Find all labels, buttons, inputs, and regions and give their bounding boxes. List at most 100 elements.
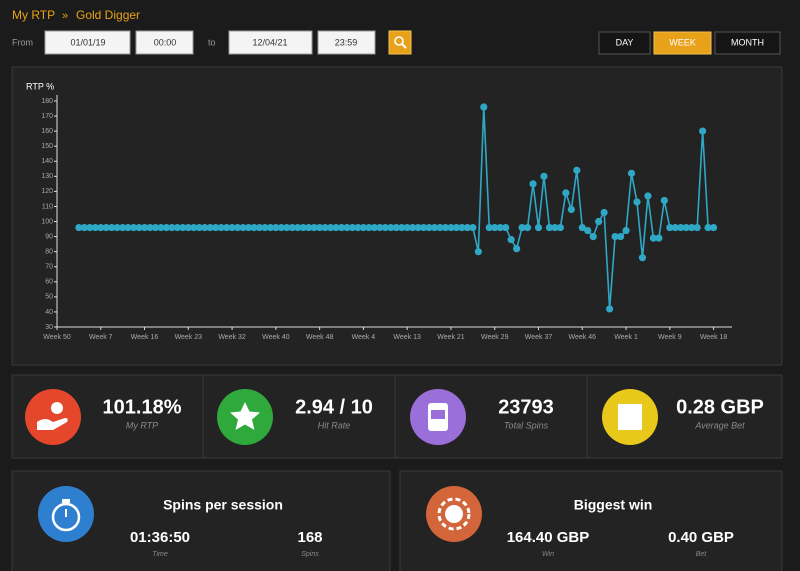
data-point (474, 248, 482, 256)
data-point (627, 169, 636, 177)
data-point (693, 223, 701, 232)
data-point (108, 223, 116, 232)
data-point (491, 223, 499, 232)
data-point (513, 245, 521, 253)
data-point (425, 223, 433, 232)
x-tick-label: Week 1 (614, 334, 638, 341)
stat-value: 2.94 / 10 (295, 396, 373, 418)
biggest-win-title: Biggest win (574, 497, 653, 513)
data-point (86, 223, 94, 232)
plot: 30 40 50 60 70 80 90 100 110 120 130 140 150 160 170 18… (41, 95, 732, 341)
data-point (119, 223, 127, 232)
data-point (622, 226, 630, 235)
month-button[interactable] (714, 31, 781, 55)
week-button[interactable] (653, 31, 712, 55)
y-tick-label: 90 (45, 233, 53, 240)
breadcrumb-current: Gold Digger (76, 8, 140, 22)
from-time-input[interactable] (135, 30, 194, 55)
data-point (606, 305, 614, 313)
y-tick-label: 100 (41, 218, 53, 225)
y-tick-label: 150 (41, 143, 53, 150)
stat-value: 101.18% (103, 396, 182, 418)
data-point (447, 223, 455, 232)
data-point (573, 166, 581, 174)
data-point (277, 223, 285, 232)
data-point (91, 223, 99, 232)
data-point (649, 234, 657, 242)
hand-icon (37, 418, 68, 430)
data-point (709, 223, 718, 232)
x-tick-label: Week 21 (437, 334, 465, 341)
data-point (130, 223, 138, 232)
data-point (223, 223, 231, 232)
data-point (299, 223, 307, 232)
data-point (419, 223, 428, 232)
x-tick-label: Week 50 (43, 334, 71, 341)
breadcrumb-root[interactable]: My RTP (12, 8, 55, 22)
data-point (201, 223, 209, 232)
data-point (534, 223, 543, 232)
data-point (283, 223, 291, 232)
data-point (562, 189, 570, 197)
data-point (80, 223, 88, 232)
to-date-input[interactable] (228, 30, 313, 55)
data-point (102, 223, 110, 232)
stat-label: Hit Rate (318, 420, 351, 430)
from-time: 00:00 (154, 37, 177, 47)
data-point (310, 223, 318, 232)
win-label: Win (542, 551, 554, 558)
data-point (529, 180, 537, 188)
data-point (217, 223, 225, 232)
from-label: From (12, 37, 33, 47)
chip-icon (437, 497, 471, 531)
data-point (146, 223, 154, 232)
slot-icon (431, 410, 445, 419)
x-tick-label: Week 7 (89, 334, 113, 341)
x-tick-label: Week 40 (262, 334, 290, 341)
data-point (682, 223, 690, 232)
y-tick-label: 160 (41, 128, 53, 135)
data-point (556, 223, 564, 232)
data-point (409, 223, 417, 232)
data-point (305, 223, 313, 232)
data-point (616, 233, 625, 241)
data-point (370, 223, 378, 232)
y-tick-label: 140 (41, 158, 53, 165)
data-point (704, 223, 712, 232)
data-point (365, 223, 373, 232)
rtp-icon (25, 389, 81, 445)
data-point (436, 223, 444, 232)
search-button[interactable] (388, 30, 412, 55)
data-point (326, 223, 335, 232)
to-time-input[interactable] (317, 30, 376, 55)
timer-icon (51, 502, 81, 532)
data-point (551, 223, 559, 232)
x-tick-label: Week 48 (306, 334, 334, 341)
data-point (140, 223, 149, 232)
session-value: 168 (297, 529, 322, 546)
data-point (151, 223, 160, 232)
from-date: 01/01/19 (70, 37, 105, 47)
data-point (480, 103, 488, 111)
data-point (655, 234, 663, 242)
data-point (294, 223, 302, 232)
x-tick-label: Week 29 (481, 334, 509, 341)
data-point (502, 223, 510, 232)
data-point (321, 223, 329, 232)
data-point (392, 223, 400, 232)
data-point (589, 233, 597, 241)
data-point (387, 223, 395, 232)
stat-value: 0.28 GBP (676, 396, 764, 418)
data-point (611, 233, 619, 241)
data-point (403, 223, 411, 232)
y-tick-label: 50 (45, 294, 53, 301)
day-button[interactable] (598, 31, 651, 55)
data-point (354, 223, 362, 232)
data-point (584, 226, 592, 235)
data-point (595, 217, 603, 226)
to-date: 12/04/21 (252, 37, 287, 47)
chip-icon (445, 505, 463, 523)
coin-icon (51, 402, 63, 414)
from-date-input[interactable] (44, 30, 131, 55)
